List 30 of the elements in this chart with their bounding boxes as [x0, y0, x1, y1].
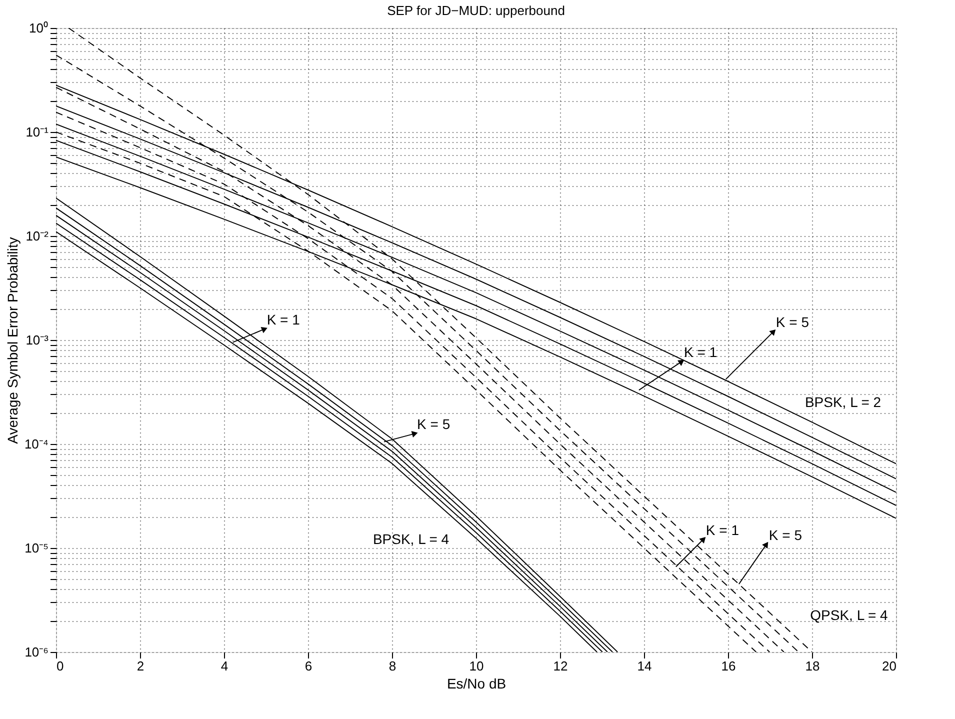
x-tick-label: 0	[56, 658, 64, 674]
x-tick-label: 8	[388, 658, 396, 674]
chart-title: SEP for JD−MUD: upperbound	[387, 3, 565, 18]
y-axis-title: Average Symbol Error Probability	[4, 237, 20, 444]
y-tick-label: 10⁰	[29, 20, 48, 36]
annotation: BPSK, L = 2	[804, 394, 882, 410]
x-tick-label: 18	[805, 658, 820, 674]
annotation: K = 5	[776, 314, 810, 330]
annotation: K = 1	[706, 522, 740, 538]
x-tick-label: 20	[882, 658, 896, 674]
annotation: K = 5	[768, 527, 802, 544]
y-tick-label: 10⁻⁵	[24, 540, 48, 556]
x-tick-label: 6	[304, 658, 312, 674]
x-tick-label: 4	[220, 658, 228, 674]
y-tick-label: 10⁻¹	[26, 124, 50, 140]
annotation: BPSK, L = 4	[372, 531, 450, 547]
x-tick-label: 2	[136, 658, 144, 674]
y-tick-label: 10⁻²	[26, 228, 50, 244]
annotation: K = 1	[684, 344, 718, 360]
y-tick-label: 10⁻⁶	[24, 644, 48, 660]
x-tick-label: 14	[637, 658, 652, 674]
x-tick-label: 12	[553, 658, 568, 674]
y-tick-label: 10⁻⁴	[24, 436, 48, 452]
x-tick-label: 16	[721, 658, 736, 674]
annotation: K = 1	[266, 311, 300, 328]
x-tick-label: 10	[469, 658, 484, 674]
annotation: K = 5	[417, 416, 450, 432]
annotation: QPSK, L = 4	[810, 607, 888, 623]
y-tick-label: 10⁻³	[26, 332, 50, 348]
x-axis-title: Es/No dB	[446, 676, 506, 692]
